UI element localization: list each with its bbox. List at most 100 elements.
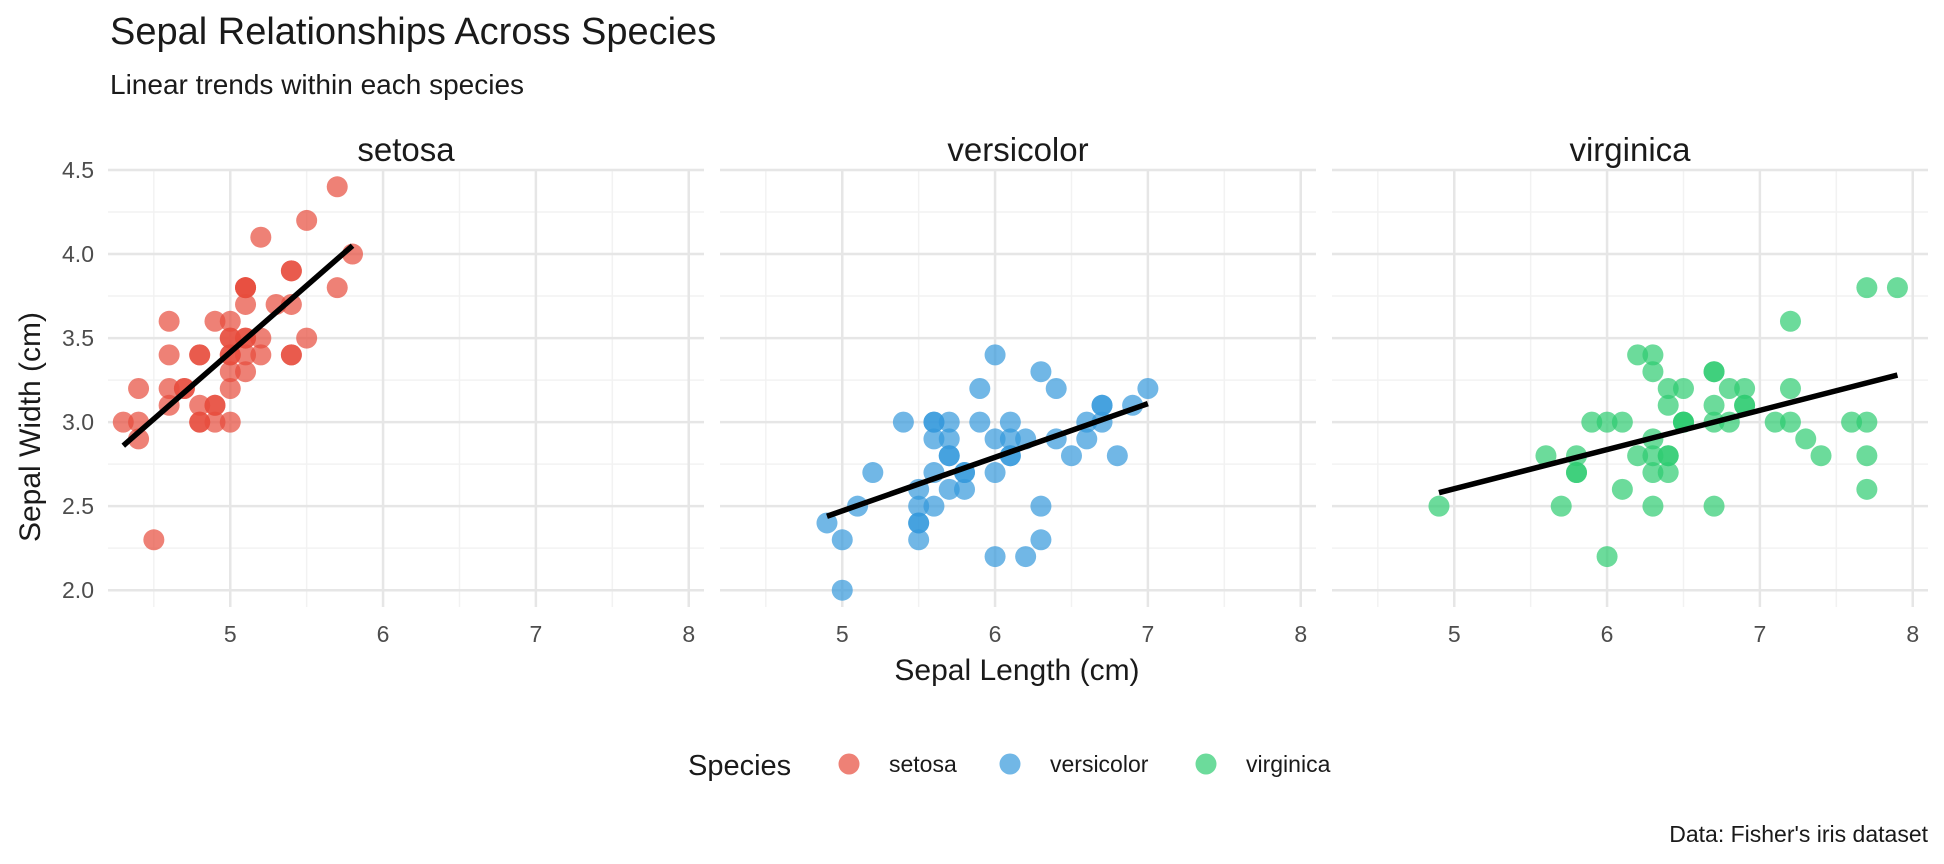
data-point: [1734, 378, 1756, 399]
y-tick-label: 2.5: [62, 493, 94, 519]
data-point: [1535, 445, 1557, 467]
data-point: [219, 378, 241, 399]
data-point: [1566, 462, 1588, 484]
data-point: [969, 411, 991, 433]
data-point: [938, 411, 960, 433]
strip-label-setosa: setosa: [357, 131, 455, 168]
data-point: [1642, 361, 1664, 383]
data-point: [280, 293, 302, 315]
data-point: [908, 512, 930, 534]
panel-grid: [720, 168, 1316, 607]
legend-key-versicolor: [999, 753, 1021, 775]
y-tick-label: 3.5: [62, 325, 94, 351]
chart-caption: Data: Fisher's iris dataset: [1669, 821, 1928, 847]
data-point: [1550, 495, 1572, 517]
x-tick-label: 8: [682, 621, 695, 647]
facet-panels: setosa 5 6 7 8 versicolor 5 6 7 8 virginica 5 6 7 8: [108, 131, 1928, 647]
legend-label-setosa: setosa: [889, 751, 957, 777]
legend: Species setosa versicolor virginica: [688, 750, 1331, 782]
data-point: [984, 546, 1006, 568]
data-point: [189, 394, 211, 416]
data-point: [923, 495, 945, 517]
data-point: [1657, 378, 1679, 399]
data-point: [1611, 478, 1633, 500]
data-point: [1703, 361, 1725, 383]
data-point: [158, 344, 180, 366]
panel-versicolor: versicolor 5 6 7 8: [720, 131, 1316, 647]
data-point: [235, 361, 257, 383]
y-tick-label: 3.0: [62, 409, 94, 435]
data-point: [235, 344, 257, 366]
data-point: [235, 277, 257, 299]
data-point: [158, 378, 180, 399]
data-point: [969, 378, 991, 399]
data-point: [1015, 546, 1037, 568]
data-point: [892, 411, 914, 433]
data-point: [923, 411, 945, 433]
data-point: [143, 529, 165, 551]
data-point: [999, 428, 1021, 450]
data-point: [1856, 411, 1878, 433]
data-point: [862, 462, 884, 484]
x-tick-label: 7: [1753, 621, 1766, 647]
y-axis: 2.0 2.5 3.0 3.5 4.0 4.5: [62, 157, 94, 603]
data-point: [1642, 495, 1664, 517]
x-tick-label: 5: [224, 621, 237, 647]
data-point: [219, 411, 241, 433]
data-point: [984, 462, 1006, 484]
data-point: [1657, 445, 1679, 467]
data-point: [923, 428, 945, 450]
data-point: [1627, 445, 1649, 467]
data-point: [816, 512, 838, 534]
panel-virginica: virginica 5 6 7 8: [1332, 131, 1928, 647]
data-point: [1596, 411, 1618, 433]
data-point: [1045, 378, 1067, 399]
x-tick-label: 5: [1448, 621, 1461, 647]
data-point: [1703, 394, 1725, 416]
data-point: [296, 209, 318, 231]
trend-line-setosa: [121, 243, 355, 448]
data-point: [908, 495, 930, 517]
data-point: [1030, 495, 1052, 517]
data-point: [112, 411, 134, 433]
x-tick-label: 7: [529, 621, 542, 647]
legend-key-virginica: [1195, 753, 1217, 775]
data-point: [908, 529, 930, 551]
chart-subtitle: Linear trends within each species: [110, 69, 524, 100]
data-point: [1137, 378, 1159, 399]
data-point: [219, 361, 241, 383]
y-tick-label: 4.5: [62, 157, 94, 183]
points-versicolor: [816, 344, 1159, 601]
trend-line-versicolor: [826, 401, 1149, 519]
data-point: [831, 579, 853, 601]
data-point: [1642, 462, 1664, 484]
x-tick-label: 7: [1141, 621, 1154, 647]
data-point: [954, 478, 976, 500]
y-axis-title: Sepal Width (cm): [14, 312, 47, 542]
legend-label-versicolor: versicolor: [1050, 751, 1149, 777]
data-point: [1841, 411, 1863, 433]
data-point: [189, 344, 211, 366]
data-point: [280, 344, 302, 366]
data-point: [219, 327, 241, 349]
x-axis-title: Sepal Length (cm): [894, 654, 1139, 687]
data-point: [1779, 411, 1801, 433]
legend-label-virginica: virginica: [1246, 751, 1331, 777]
data-point: [1886, 277, 1908, 299]
data-point: [158, 310, 180, 332]
legend-key-setosa: [838, 753, 860, 775]
data-point: [204, 394, 226, 416]
data-point: [831, 529, 853, 551]
data-point: [250, 344, 272, 366]
chart-title: Sepal Relationships Across Species: [110, 11, 716, 53]
data-point: [984, 428, 1006, 450]
trend-line-virginica: [1438, 372, 1899, 496]
data-point: [1657, 394, 1679, 416]
x-tick-label: 8: [1294, 621, 1307, 647]
data-point: [938, 478, 960, 500]
legend-title: Species: [688, 750, 791, 782]
data-point: [219, 310, 241, 332]
x-tick-label: 5: [836, 621, 849, 647]
data-point: [250, 226, 272, 248]
strip-label-versicolor: versicolor: [947, 131, 1088, 168]
